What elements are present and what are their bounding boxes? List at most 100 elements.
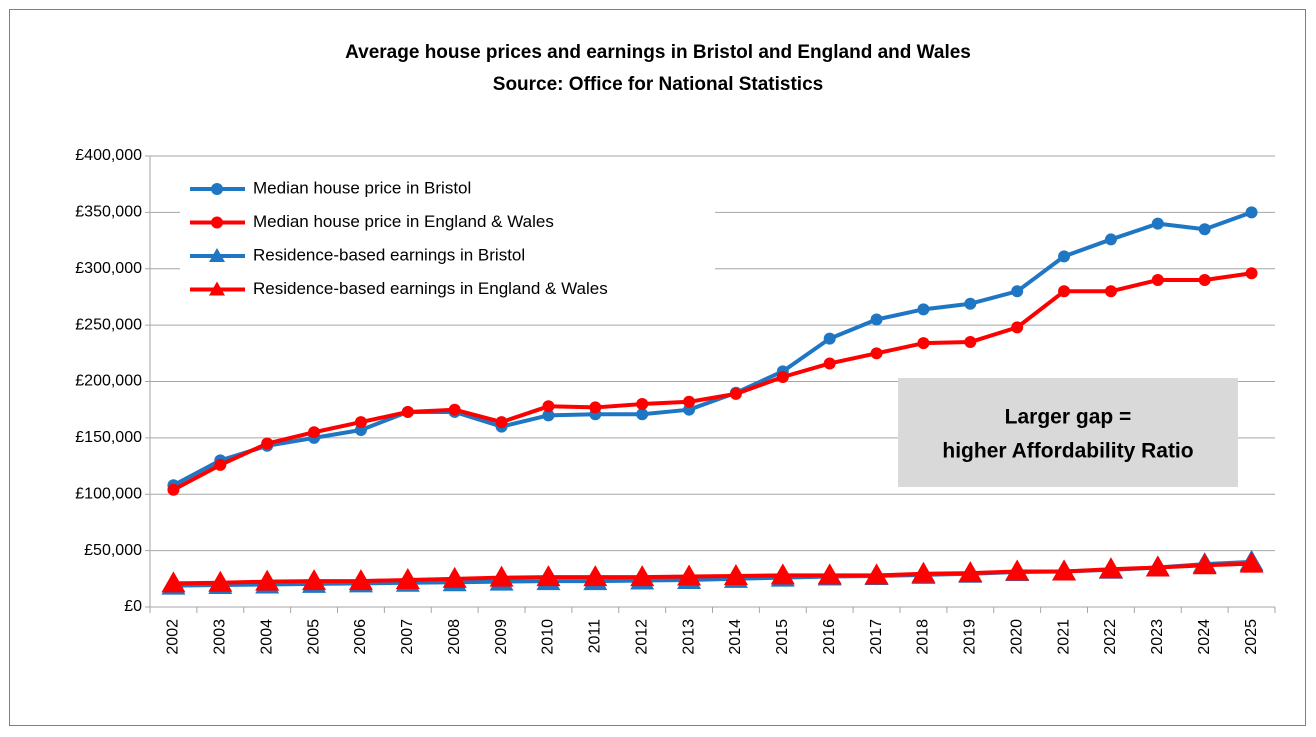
data-point	[677, 564, 702, 586]
data-point	[261, 437, 274, 450]
series-line	[172, 271, 1252, 492]
data-point	[1151, 274, 1164, 287]
data-point	[723, 563, 748, 585]
legend-label: Median house price in Bristol	[253, 178, 471, 197]
x-tick-label: 2006	[352, 619, 369, 655]
y-tick-label: £100,000	[75, 485, 142, 502]
series-line	[172, 210, 1253, 487]
y-tick-label: £200,000	[75, 373, 142, 390]
y-tick-label: £300,000	[75, 260, 142, 277]
x-tick-label: 2022	[1102, 619, 1119, 655]
data-point	[630, 565, 655, 587]
data-point	[964, 297, 977, 310]
y-tick-label: £50,000	[84, 542, 142, 559]
x-tick-label: 2003	[212, 619, 229, 655]
x-tick-label: 2013	[680, 619, 697, 655]
data-point	[823, 357, 836, 370]
data-point	[776, 370, 789, 383]
data-point	[864, 563, 889, 585]
series-line	[173, 561, 1252, 586]
data-point	[161, 571, 186, 593]
data-point	[1151, 217, 1164, 230]
x-tick-label: 2025	[1243, 619, 1260, 655]
x-tick-label: 2014	[727, 619, 744, 655]
data-point	[770, 563, 795, 585]
data-point	[448, 403, 461, 416]
x-tick-label: 2002	[165, 619, 182, 655]
legend: Median house price in Bristol Median hous…	[180, 170, 715, 305]
data-point	[1192, 553, 1217, 575]
data-point	[395, 567, 420, 589]
data-point	[308, 426, 321, 439]
data-point	[208, 570, 233, 592]
x-tick-label: 2024	[1196, 619, 1213, 655]
data-point	[1198, 274, 1211, 287]
chart-frame	[9, 9, 1306, 726]
annotation: higher Affordability Ratio	[942, 440, 1193, 463]
x-tick-label: 2016	[821, 619, 838, 655]
data-point	[1245, 206, 1258, 219]
data-point	[1239, 551, 1264, 573]
data-point	[542, 400, 555, 413]
data-point	[495, 416, 508, 429]
data-point	[1058, 285, 1071, 298]
data-point	[1245, 267, 1258, 280]
y-tick-label: £150,000	[75, 429, 142, 446]
x-tick-label: 2021	[1055, 619, 1072, 655]
data-point	[964, 336, 977, 349]
data-point	[870, 347, 883, 360]
data-point	[1005, 559, 1030, 581]
data-point	[1011, 285, 1024, 298]
x-tick-label: 2005	[305, 619, 322, 655]
data-point	[536, 565, 561, 587]
chart-title: Average house prices and earnings in Bri…	[345, 42, 971, 63]
data-point	[167, 483, 180, 496]
data-point	[917, 337, 930, 350]
data-point	[1011, 321, 1024, 334]
x-tick-label: 2012	[633, 619, 650, 655]
data-point	[1104, 285, 1117, 298]
x-tick-label: 2009	[493, 619, 510, 655]
legend-marker	[211, 183, 223, 195]
legend-box	[180, 170, 715, 305]
data-point	[1098, 557, 1123, 579]
x-tick-label: 2018	[915, 619, 932, 655]
data-point	[542, 409, 555, 422]
data-point	[442, 566, 467, 588]
data-point	[870, 313, 883, 326]
data-point	[1058, 250, 1071, 263]
data-point	[1104, 233, 1117, 246]
data-point	[1145, 555, 1170, 577]
data-point	[1198, 223, 1211, 236]
y-tick-label: £0	[124, 598, 142, 615]
data-point	[214, 458, 227, 471]
data-point	[917, 303, 930, 316]
annotation: Larger gap =	[1005, 406, 1132, 429]
x-tick-label: 2010	[540, 619, 557, 655]
x-tick-label: 2019	[962, 619, 979, 655]
legend-marker	[209, 248, 225, 262]
data-point	[729, 387, 742, 400]
data-point	[255, 569, 280, 591]
data-point	[583, 565, 608, 587]
x-tick-label: 2004	[258, 619, 275, 655]
data-point	[1052, 559, 1077, 581]
data-point	[823, 332, 836, 345]
y-tick-label: £400,000	[75, 147, 142, 164]
data-point	[401, 405, 414, 418]
data-point	[589, 401, 602, 414]
data-point	[817, 563, 842, 585]
legend-label: Median house price in England & Wales	[253, 212, 554, 231]
data-point	[348, 569, 373, 591]
data-point	[636, 398, 649, 411]
x-tick-label: 2023	[1149, 619, 1166, 655]
annotation-box	[898, 378, 1238, 487]
data-point	[354, 416, 367, 429]
data-point	[302, 569, 327, 591]
x-tick-label: 2017	[868, 619, 885, 655]
x-tick-label: 2011	[587, 619, 604, 654]
data-point	[958, 561, 983, 583]
x-tick-label: 2015	[774, 619, 791, 655]
legend-marker	[209, 281, 225, 296]
